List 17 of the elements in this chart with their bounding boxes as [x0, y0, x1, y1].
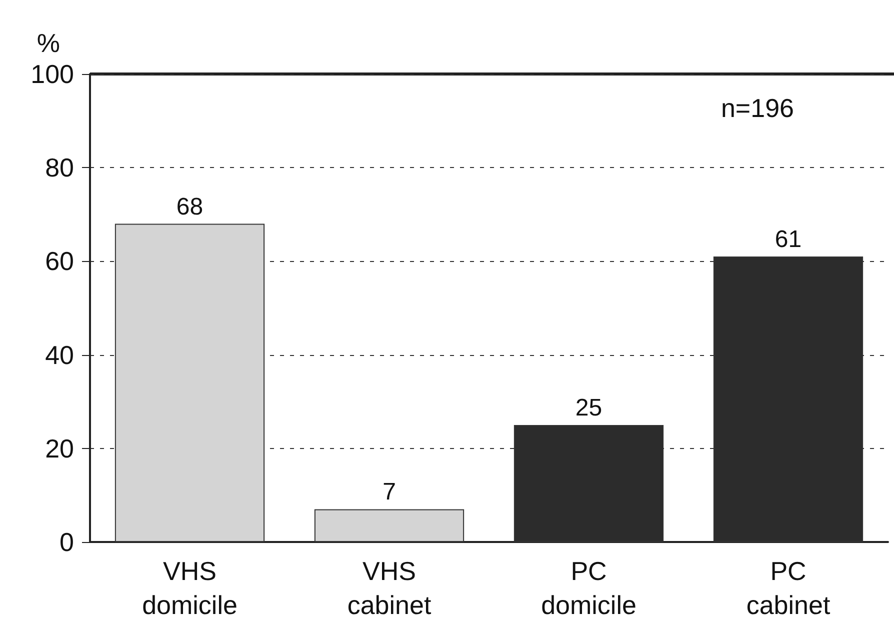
y-tick-label: 40	[45, 340, 74, 370]
x-tick-label: VHS domicile	[142, 556, 238, 620]
data-label: 68	[176, 193, 204, 220]
x-tick-label: PC domicile	[541, 556, 636, 620]
y-tick-label: 100	[30, 59, 74, 89]
bar	[314, 509, 464, 542]
data-label: 61	[774, 226, 802, 254]
annotation: n=196	[720, 93, 794, 123]
data-label: 25	[575, 394, 602, 422]
y-tick-label: 0	[60, 527, 74, 557]
y-tick-label: 80	[45, 152, 74, 183]
x-tick-label: PC cabinet	[746, 556, 831, 620]
data-label: 7	[382, 478, 396, 506]
y-tick-label: 20	[45, 433, 74, 464]
y-axis-title: %	[36, 28, 60, 58]
y-tick-label: 60	[45, 246, 74, 276]
x-tick-label: VHS cabinet	[347, 556, 432, 620]
